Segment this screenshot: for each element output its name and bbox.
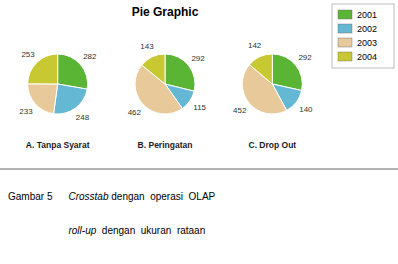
legend-box (332, 4, 394, 68)
data-label: 140 (299, 105, 313, 114)
legend-item: 2002 (338, 24, 377, 34)
title: Pie Graphic (132, 5, 199, 19)
pie: 282 248 233 253 A. Tanpa Syarat (19, 50, 97, 150)
legend: 2001 2002 2003 2004 (332, 4, 394, 68)
pie: 292 140 452 142 C. Drop Out (233, 41, 313, 150)
data-label: 292 (191, 54, 205, 63)
legend-swatch (338, 52, 352, 61)
caption-part: Gambar 5 (8, 191, 53, 202)
data-label: 462 (128, 108, 142, 117)
pie-label: C. Drop Out (248, 140, 296, 150)
legend-swatch (338, 10, 352, 19)
data-label: 233 (19, 107, 33, 116)
slice (142, 54, 165, 84)
caption: Gambar 5 Crosstab dengan operasi OLAP (8, 191, 216, 202)
caption-part: dengan operasi OLAP (108, 191, 215, 202)
caption-part: roll-up (68, 225, 96, 236)
caption-part: Crosstab (68, 191, 108, 202)
slice (54, 84, 88, 114)
pie: 292 115 462 143 B. Peringatan (128, 42, 207, 150)
chart: Pie Graphic 282 248 233 253 A. Tanpa Syarat 29… (0, 0, 398, 264)
data-label: 143 (140, 42, 154, 51)
legend-label: 2002 (357, 24, 377, 34)
data-label: 292 (298, 53, 312, 62)
separator (0, 169, 398, 170)
legend-swatch (338, 38, 352, 47)
legend-swatch (338, 24, 352, 33)
legend-label: 2001 (357, 10, 377, 20)
legend-label: 2004 (357, 52, 377, 62)
legend-item: 2003 (338, 38, 377, 48)
data-label: 248 (76, 113, 90, 122)
legend-label: 2003 (357, 38, 377, 48)
data-label: 142 (248, 41, 262, 50)
data-label: 115 (193, 103, 206, 112)
pie-label: A. Tanpa Syarat (26, 140, 90, 150)
data-label: 282 (83, 52, 97, 61)
data-label: 253 (21, 50, 35, 59)
data-label: 452 (233, 106, 247, 115)
slice (249, 54, 272, 84)
pie-label: B. Peringatan (138, 140, 193, 150)
caption-part: dengan ukuran rataan (96, 225, 205, 236)
caption: roll-up dengan ukuran rataan (68, 225, 205, 236)
legend-item: 2001 (338, 10, 377, 20)
legend-item: 2004 (338, 52, 377, 62)
